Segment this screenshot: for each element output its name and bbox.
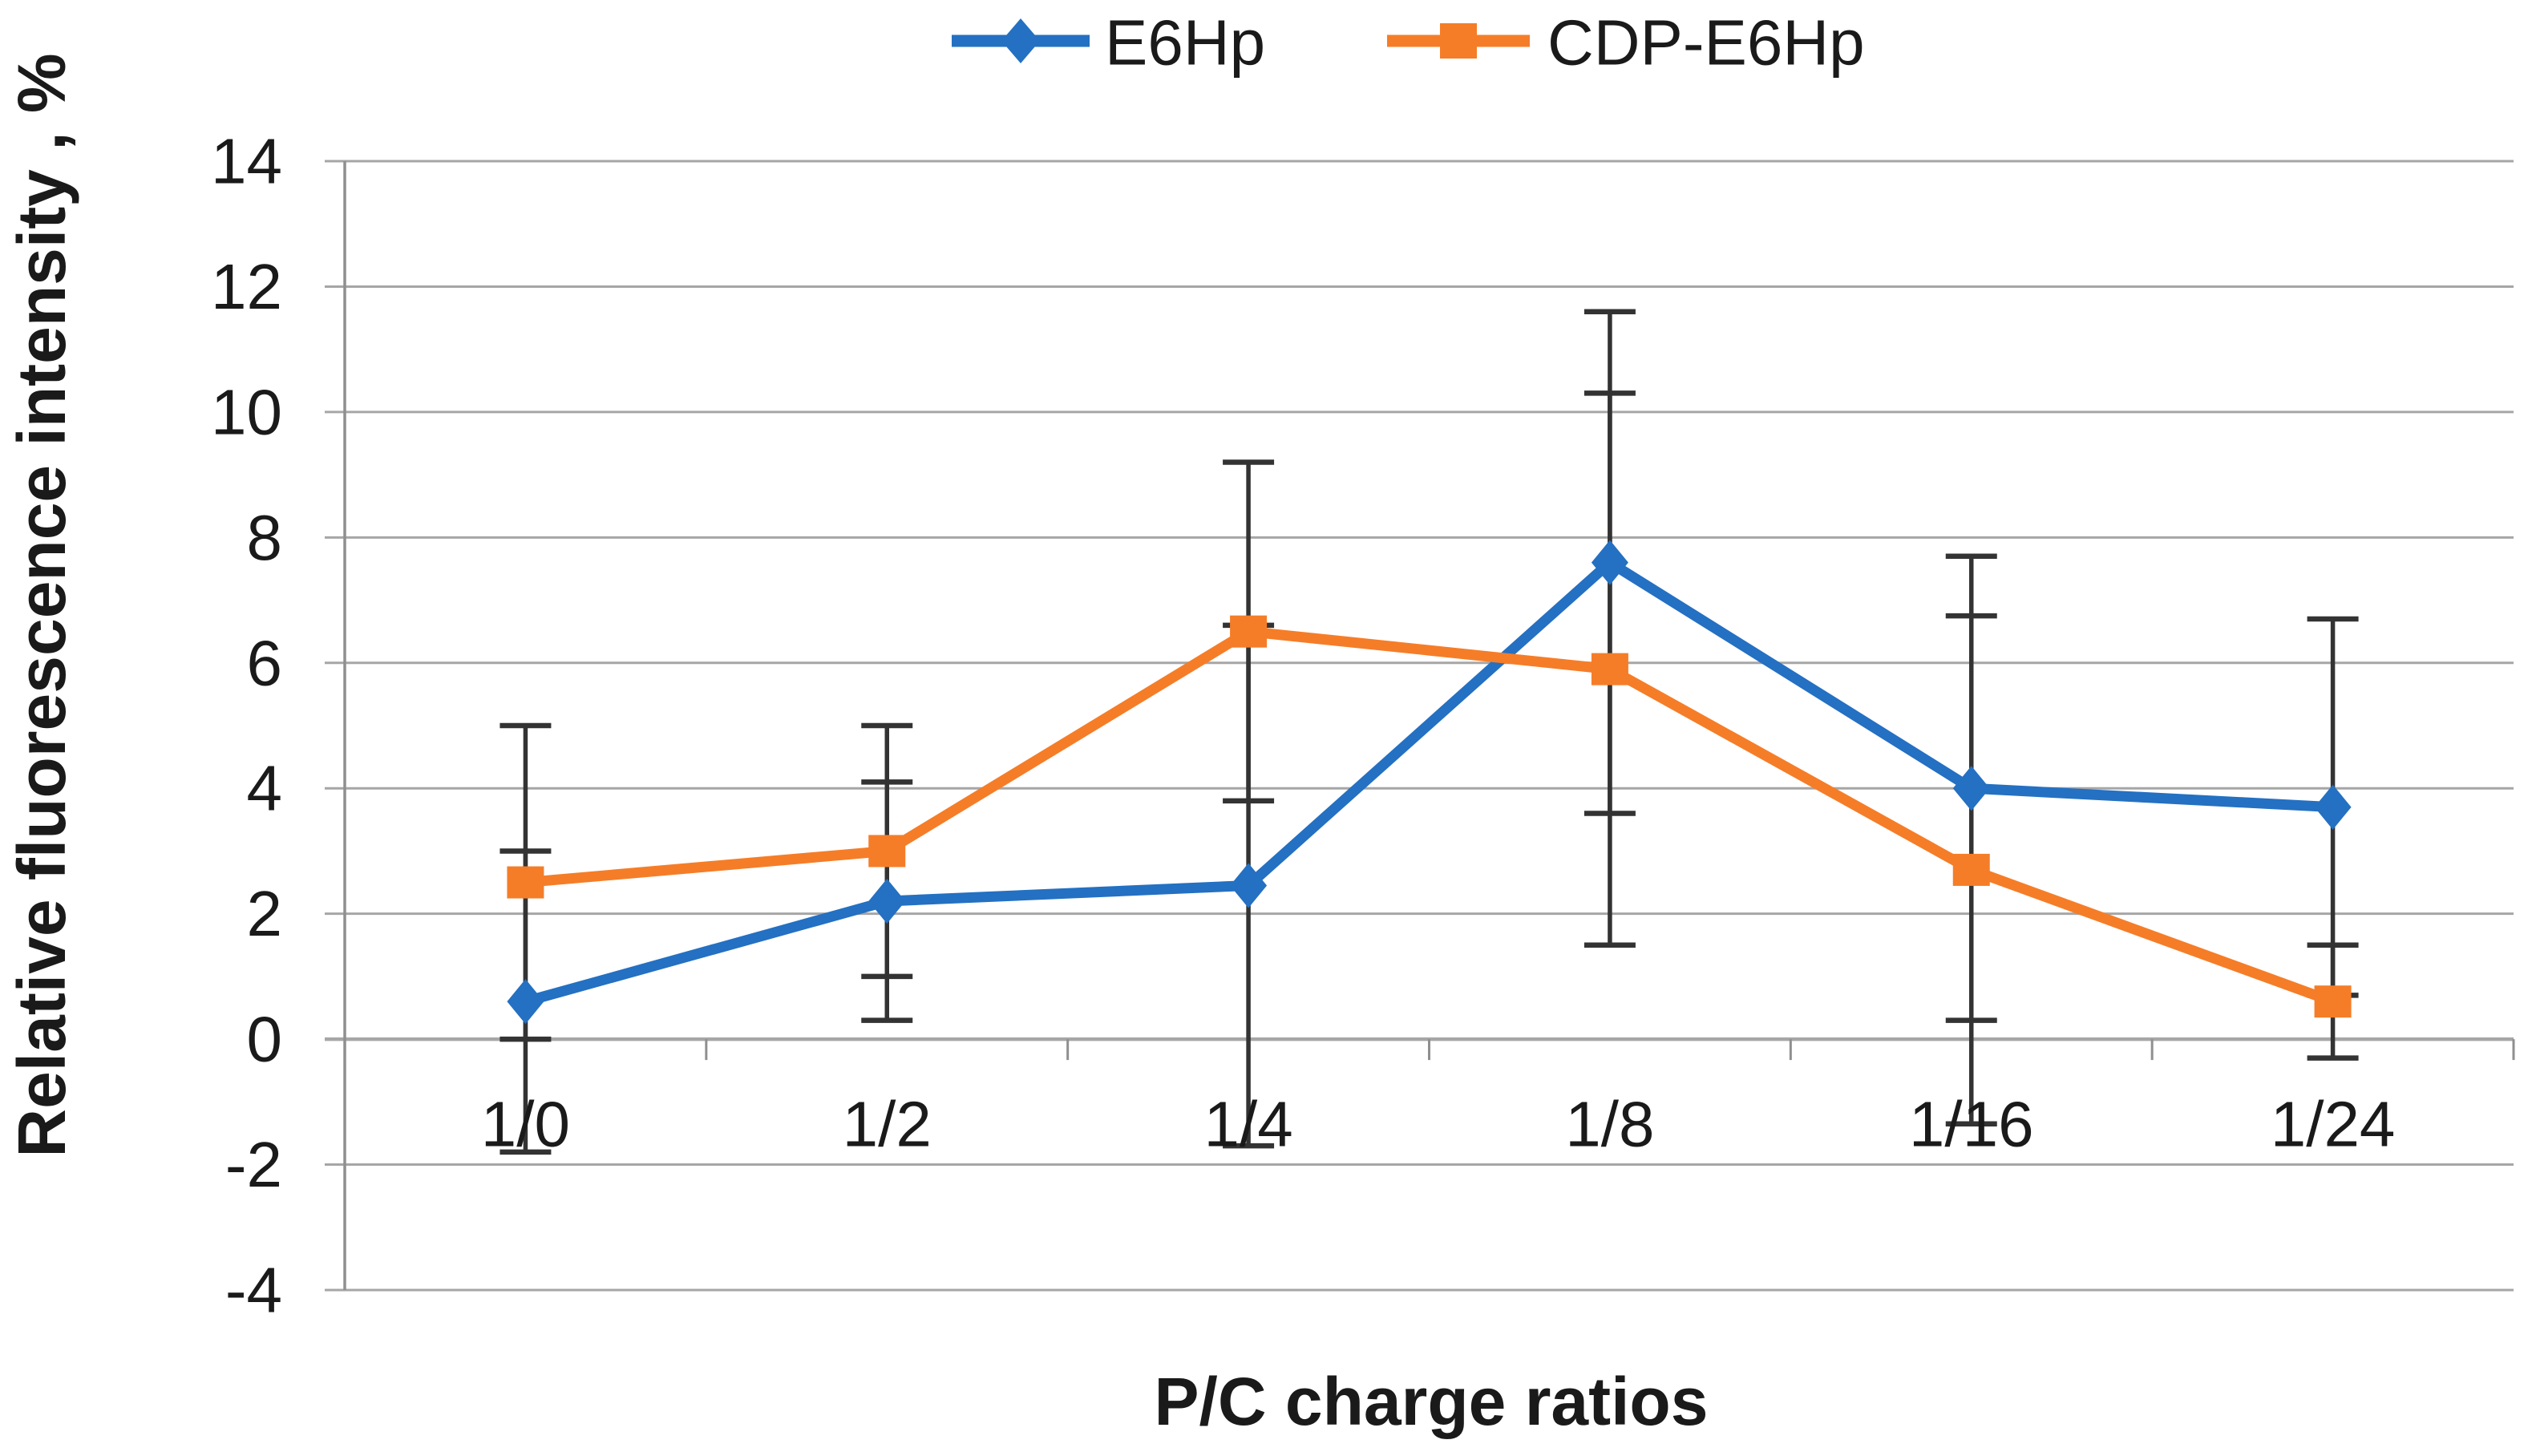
marker-diamond-e6hp xyxy=(1230,863,1268,908)
y-tick-label: 6 xyxy=(247,627,283,698)
marker-square-cdp-e6hp xyxy=(1230,615,1268,648)
marker-square-cdp-e6hp xyxy=(507,866,544,899)
legend-marker-diamond-icon xyxy=(1001,18,1040,63)
marker-diamond-e6hp xyxy=(1952,766,1990,811)
x-axis-title: P/C charge ratios xyxy=(1155,1364,1709,1439)
y-tick-label: 0 xyxy=(247,1004,283,1075)
y-tick-label: 4 xyxy=(247,753,283,824)
gridlines-layer xyxy=(325,160,2515,1292)
y-tick-label: 12 xyxy=(211,251,282,322)
series-line-cdp-e6hp xyxy=(520,626,2339,1007)
y-tick-label: -4 xyxy=(225,1255,282,1326)
y-tick-label: -2 xyxy=(225,1129,282,1200)
marker-diamond-e6hp xyxy=(1591,540,1628,585)
legend-marker-square-icon xyxy=(1440,23,1477,59)
legend-label-cdp-e6hp: CDP-E6Hp xyxy=(1547,7,1865,79)
marker-diamond-e6hp xyxy=(507,979,544,1025)
x-tick-label: 1/0 xyxy=(481,1089,570,1160)
marker-square-cdp-e6hp xyxy=(868,835,906,868)
y-tick-label: 8 xyxy=(247,502,283,573)
legend-label-e6hp: E6Hp xyxy=(1105,7,1265,79)
error-bars-layer xyxy=(500,309,2359,1155)
x-tick-label: 1/8 xyxy=(1565,1089,1654,1160)
y-tick-label: 10 xyxy=(211,376,282,447)
series-layer xyxy=(507,540,2352,1025)
marker-square-cdp-e6hp xyxy=(2314,985,2352,1018)
tick-labels-layer: 14 12 10 8 6 4 2 0 -2 -4 1/0 1/2 1/4 1/8 1/16 1/24 xyxy=(211,126,2395,1326)
x-tick-label: 1/16 xyxy=(1909,1089,2034,1160)
series-line-e6hp xyxy=(520,557,2339,1007)
y-tick-label: 2 xyxy=(247,878,283,949)
marker-diamond-e6hp xyxy=(868,879,906,924)
x-tick-label: 1/2 xyxy=(843,1089,932,1160)
legend: E6Hp CDP-E6Hp xyxy=(952,7,1865,79)
y-axis-title: Relative fluorescence intensity , % xyxy=(4,53,79,1157)
marker-diamond-e6hp xyxy=(2314,784,2352,830)
x-tick-label: 1/4 xyxy=(1203,1089,1292,1160)
x-tick-label: 1/24 xyxy=(2271,1089,2396,1160)
y-tick-label: 14 xyxy=(211,126,282,197)
marker-square-cdp-e6hp xyxy=(1952,853,1990,886)
marker-square-cdp-e6hp xyxy=(1591,653,1628,686)
